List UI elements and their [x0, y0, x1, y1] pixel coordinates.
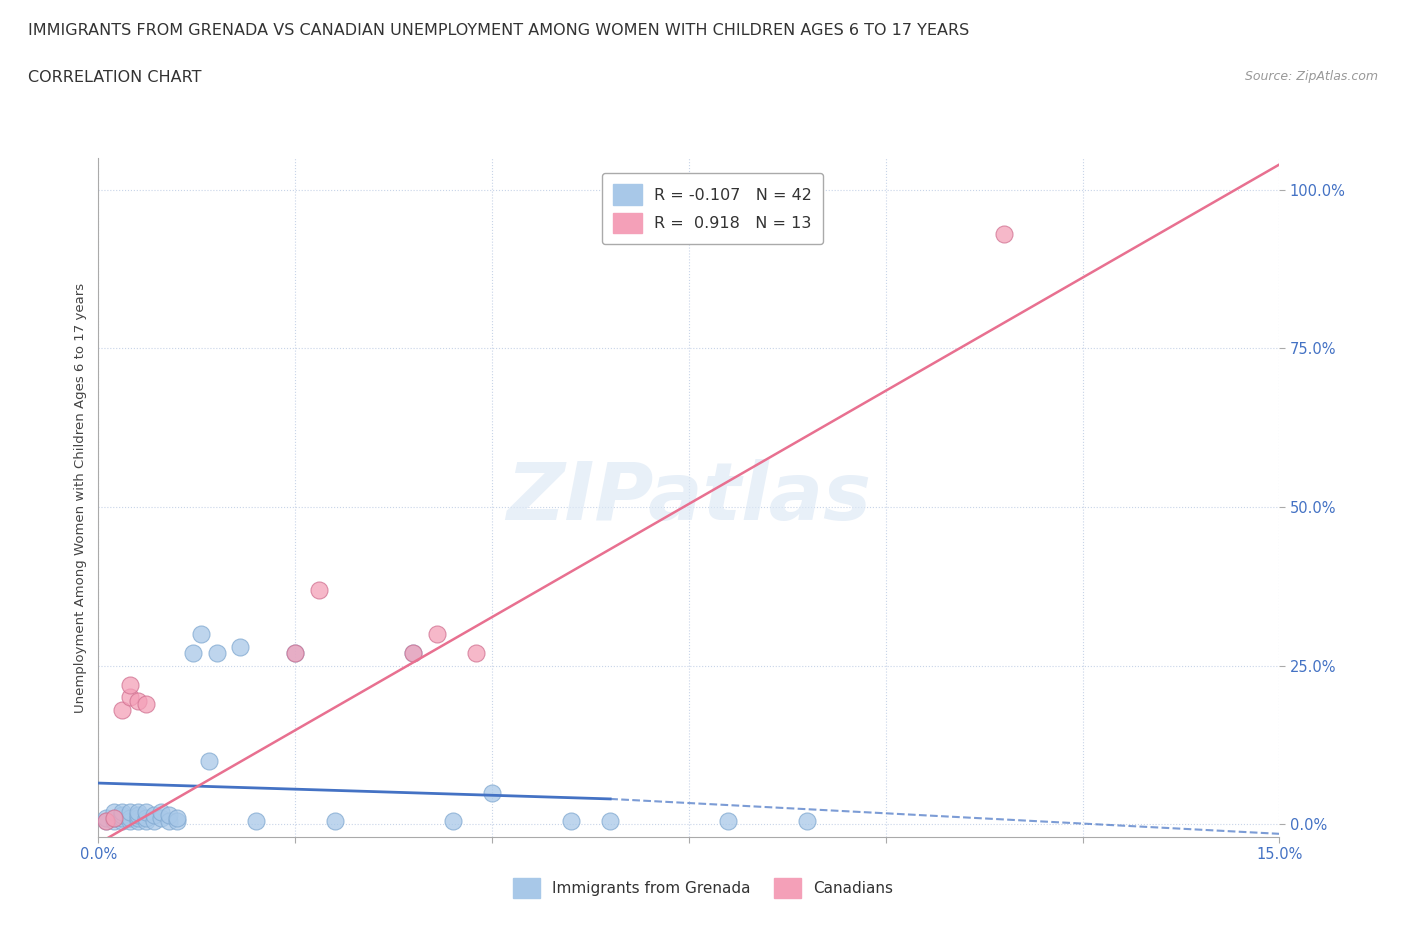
- Point: [402, 645, 425, 660]
- Point: [166, 814, 188, 829]
- Point: [118, 814, 141, 829]
- Point: [205, 645, 228, 660]
- Point: [127, 811, 149, 826]
- Point: [323, 814, 346, 829]
- Point: [135, 697, 157, 711]
- Point: [599, 814, 621, 829]
- Point: [426, 627, 449, 642]
- Point: [190, 627, 212, 642]
- Point: [135, 811, 157, 826]
- Legend: Immigrants from Grenada, Canadians: Immigrants from Grenada, Canadians: [506, 872, 900, 904]
- Point: [103, 811, 125, 826]
- Point: [150, 804, 173, 819]
- Point: [118, 690, 141, 705]
- Text: ZIPatlas: ZIPatlas: [506, 458, 872, 537]
- Text: IMMIGRANTS FROM GRENADA VS CANADIAN UNEMPLOYMENT AMONG WOMEN WITH CHILDREN AGES : IMMIGRANTS FROM GRENADA VS CANADIAN UNEM…: [28, 23, 969, 38]
- Point: [181, 645, 204, 660]
- Point: [118, 804, 141, 819]
- Point: [135, 804, 157, 819]
- Text: CORRELATION CHART: CORRELATION CHART: [28, 70, 201, 85]
- Point: [142, 814, 165, 829]
- Point: [127, 814, 149, 829]
- Point: [284, 645, 307, 660]
- Point: [111, 703, 134, 718]
- Point: [111, 804, 134, 819]
- Point: [402, 645, 425, 660]
- Point: [481, 785, 503, 800]
- Point: [166, 811, 188, 826]
- Point: [245, 814, 267, 829]
- Text: Source: ZipAtlas.com: Source: ZipAtlas.com: [1244, 70, 1378, 83]
- Point: [284, 645, 307, 660]
- Point: [142, 807, 165, 822]
- Point: [150, 811, 173, 826]
- Y-axis label: Unemployment Among Women with Children Ages 6 to 17 years: Unemployment Among Women with Children A…: [75, 283, 87, 712]
- Point: [197, 753, 219, 768]
- Point: [96, 814, 118, 829]
- Point: [229, 639, 252, 654]
- Point: [127, 693, 149, 708]
- Point: [308, 582, 330, 597]
- Point: [127, 804, 149, 819]
- Point: [111, 814, 134, 829]
- Point: [993, 227, 1015, 242]
- Legend: R = -0.107   N = 42, R =  0.918   N = 13: R = -0.107 N = 42, R = 0.918 N = 13: [602, 173, 824, 245]
- Point: [157, 807, 180, 822]
- Point: [157, 814, 180, 829]
- Point: [135, 814, 157, 829]
- Point: [717, 814, 740, 829]
- Point: [111, 811, 134, 826]
- Point: [103, 811, 125, 826]
- Point: [103, 814, 125, 829]
- Point: [118, 811, 141, 826]
- Point: [103, 804, 125, 819]
- Point: [465, 645, 488, 660]
- Point: [441, 814, 464, 829]
- Point: [560, 814, 582, 829]
- Point: [118, 677, 141, 692]
- Point: [96, 814, 118, 829]
- Point: [111, 807, 134, 822]
- Point: [796, 814, 818, 829]
- Point: [127, 807, 149, 822]
- Point: [96, 811, 118, 826]
